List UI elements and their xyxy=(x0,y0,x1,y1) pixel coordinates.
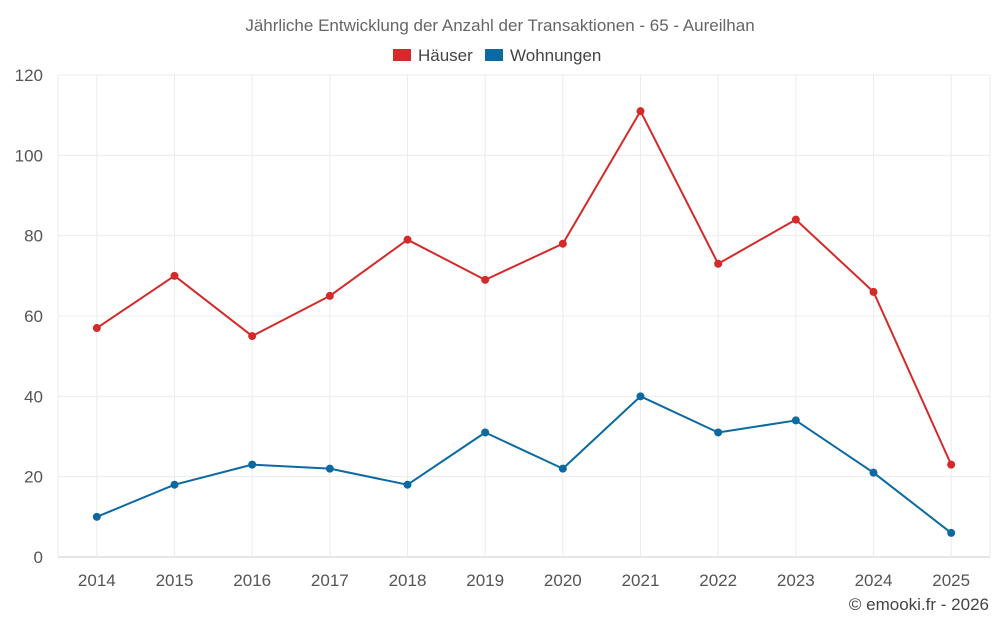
data-point[interactable] xyxy=(869,468,878,477)
y-tick-label: 40 xyxy=(24,387,43,406)
data-point[interactable] xyxy=(947,528,956,537)
legend-label: Wohnungen xyxy=(510,46,601,65)
legend-swatch xyxy=(485,49,503,61)
data-point[interactable] xyxy=(481,428,490,437)
legend-item[interactable]: Häuser xyxy=(393,46,473,65)
data-point[interactable] xyxy=(947,460,956,469)
data-point[interactable] xyxy=(714,259,723,268)
y-axis: 0 20 40 60 80 100 120 xyxy=(15,66,43,567)
data-point[interactable] xyxy=(636,107,645,116)
credit-text: © emooki.fr - 2026 xyxy=(849,595,989,614)
data-point[interactable] xyxy=(248,332,257,341)
x-tick-label: 2018 xyxy=(389,571,427,590)
x-axis: 2014 2015 2016 2017 2018 2019 2020 2021 2022 2023… xyxy=(78,571,970,590)
x-tick-label: 2025 xyxy=(932,571,970,590)
data-point[interactable] xyxy=(325,464,334,473)
data-point[interactable] xyxy=(170,480,179,489)
x-tick-label: 2017 xyxy=(311,571,349,590)
x-tick-label: 2015 xyxy=(156,571,194,590)
x-tick-label: 2024 xyxy=(855,571,893,590)
data-point[interactable] xyxy=(791,416,800,425)
legend-swatch xyxy=(393,49,411,61)
y-tick-label: 60 xyxy=(24,307,43,326)
data-point[interactable] xyxy=(558,239,567,248)
legend: Häuser Wohnungen xyxy=(393,46,601,65)
series-0 xyxy=(92,107,956,469)
data-point[interactable] xyxy=(248,460,257,469)
series-group xyxy=(92,107,956,537)
data-point[interactable] xyxy=(869,287,878,296)
y-tick-label: 120 xyxy=(15,66,43,85)
data-point[interactable] xyxy=(636,392,645,401)
y-tick-label: 0 xyxy=(34,548,43,567)
x-tick-label: 2016 xyxy=(233,571,271,590)
data-point[interactable] xyxy=(714,428,723,437)
series-line xyxy=(96,110,953,466)
data-point[interactable] xyxy=(325,291,334,300)
chart-title: Jährliche Entwicklung der Anzahl der Tra… xyxy=(245,16,754,35)
x-tick-label: 2021 xyxy=(622,571,660,590)
series-1 xyxy=(92,392,956,537)
x-tick-label: 2014 xyxy=(78,571,116,590)
y-tick-label: 100 xyxy=(15,146,43,165)
gridlines xyxy=(57,74,991,558)
y-tick-label: 80 xyxy=(24,227,43,246)
x-tick-label: 2022 xyxy=(699,571,737,590)
data-point[interactable] xyxy=(481,275,490,284)
legend-label: Häuser xyxy=(418,46,473,65)
data-point[interactable] xyxy=(558,464,567,473)
data-point[interactable] xyxy=(92,324,101,333)
y-tick-label: 20 xyxy=(24,468,43,487)
data-point[interactable] xyxy=(170,271,179,280)
data-point[interactable] xyxy=(791,215,800,224)
data-point[interactable] xyxy=(92,512,101,521)
legend-item[interactable]: Wohnungen xyxy=(485,46,601,65)
x-tick-label: 2020 xyxy=(544,571,582,590)
data-point[interactable] xyxy=(403,235,412,244)
series-line xyxy=(96,395,952,534)
x-tick-label: 2023 xyxy=(777,571,815,590)
x-tick-label: 2019 xyxy=(466,571,504,590)
data-point[interactable] xyxy=(403,480,412,489)
